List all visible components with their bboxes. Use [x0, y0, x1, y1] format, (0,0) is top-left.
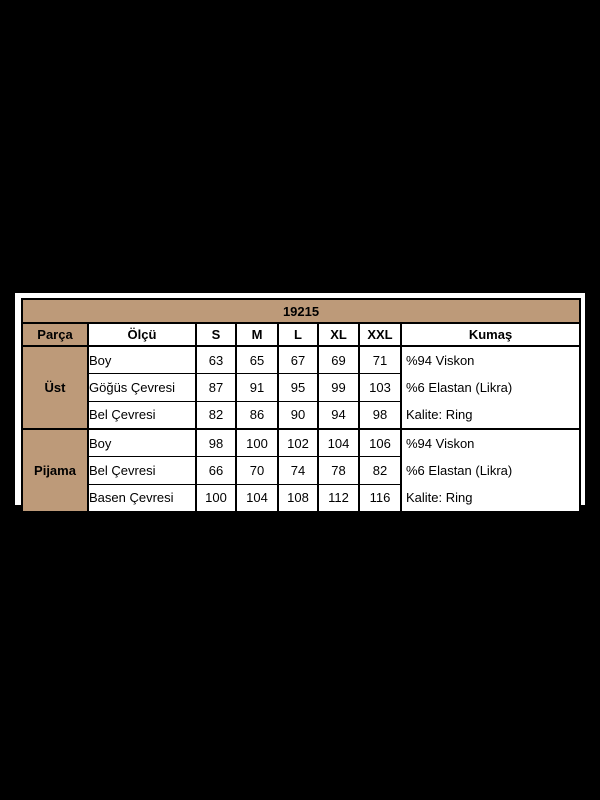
size-value: 95	[277, 373, 319, 402]
header-size-l: L	[277, 322, 319, 347]
size-value: 100	[195, 483, 237, 513]
size-value: 67	[277, 345, 319, 375]
size-chart-panel: 19215 Parça Ölçü S M L XL XXL Kumaş Üst …	[15, 293, 585, 513]
table-row: Bel Çevresi 66 70 74 78 82	[22, 456, 580, 485]
size-value: 86	[235, 400, 279, 430]
size-value: 100	[235, 428, 279, 458]
size-value: 94	[317, 400, 360, 430]
size-value: 108	[277, 483, 319, 513]
measurement-label: Bel Çevresi	[87, 400, 197, 430]
measurement-label: Boy	[87, 428, 197, 458]
size-value: 78	[317, 456, 360, 485]
size-value: 82	[358, 456, 402, 485]
size-value: 91	[235, 373, 279, 402]
measurement-label: Göğüs Çevresi	[87, 373, 197, 402]
size-value: 90	[277, 400, 319, 430]
size-value: 87	[195, 373, 237, 402]
column-header-row: Parça Ölçü S M L XL XXL Kumaş	[21, 322, 582, 347]
size-value: 99	[317, 373, 360, 402]
header-size-m: M	[235, 322, 279, 347]
header-size-xl: XL	[317, 322, 360, 347]
section-label-pijama: Pijama	[21, 428, 89, 513]
measurement-label: Basen Çevresi	[87, 483, 197, 513]
table-row: Üst Boy 63 65 67 69 71 %94 Viskon %6 Ela…	[21, 345, 582, 430]
size-value: 104	[235, 483, 279, 513]
header-kumas: Kumaş	[399, 322, 582, 347]
header-olcu: Ölçü	[87, 322, 197, 347]
fabric-line: Kalite: Ring	[406, 407, 473, 422]
table-row: Göğüs Çevresi 87 91 95 99 103	[22, 373, 580, 402]
fabric-line: %94 Viskon	[406, 353, 475, 368]
fabric-line: Kalite: Ring	[406, 490, 473, 505]
size-value: 66	[195, 456, 237, 485]
size-value: 71	[358, 345, 402, 375]
size-value: 69	[317, 345, 360, 375]
size-value: 74	[277, 456, 319, 485]
measurement-label: Bel Çevresi	[87, 456, 197, 485]
fabric-line: %6 Elastan (Likra)	[406, 463, 513, 478]
size-value: 70	[235, 456, 279, 485]
banner-row: 19215	[20, 298, 582, 324]
product-code: 19215	[20, 298, 582, 324]
header-size-xxl: XXL	[358, 322, 402, 347]
size-value: 116	[358, 483, 402, 513]
size-value: 65	[235, 345, 279, 375]
table-row: Basen Çevresi 100 104 108 112 116	[22, 483, 580, 513]
size-chart-table: 19215 Parça Ölçü S M L XL XXL Kumaş Üst …	[20, 298, 582, 513]
header-size-s: S	[195, 322, 237, 347]
size-value: 63	[195, 345, 237, 375]
size-value: 102	[277, 428, 319, 458]
fabric-line: %6 Elastan (Likra)	[406, 380, 513, 395]
fabric-info-pijama: %94 Viskon %6 Elastan (Likra) Kalite: Ri…	[399, 428, 582, 513]
table-row: Bel Çevresi 82 86 90 94 98	[22, 400, 580, 430]
size-value: 106	[358, 428, 402, 458]
table-row: Pijama Boy 98 100 102 104 106 %94 Viskon…	[21, 428, 582, 513]
size-value: 112	[317, 483, 360, 513]
fabric-line: %94 Viskon	[406, 436, 475, 451]
section-label-ust: Üst	[21, 345, 89, 430]
size-value: 98	[358, 400, 402, 430]
size-value: 82	[195, 400, 237, 430]
size-value: 103	[358, 373, 402, 402]
size-value: 104	[317, 428, 360, 458]
measurement-label: Boy	[87, 345, 197, 375]
fabric-info-ust: %94 Viskon %6 Elastan (Likra) Kalite: Ri…	[399, 345, 582, 430]
header-parca: Parça	[21, 322, 89, 347]
size-value: 98	[195, 428, 237, 458]
